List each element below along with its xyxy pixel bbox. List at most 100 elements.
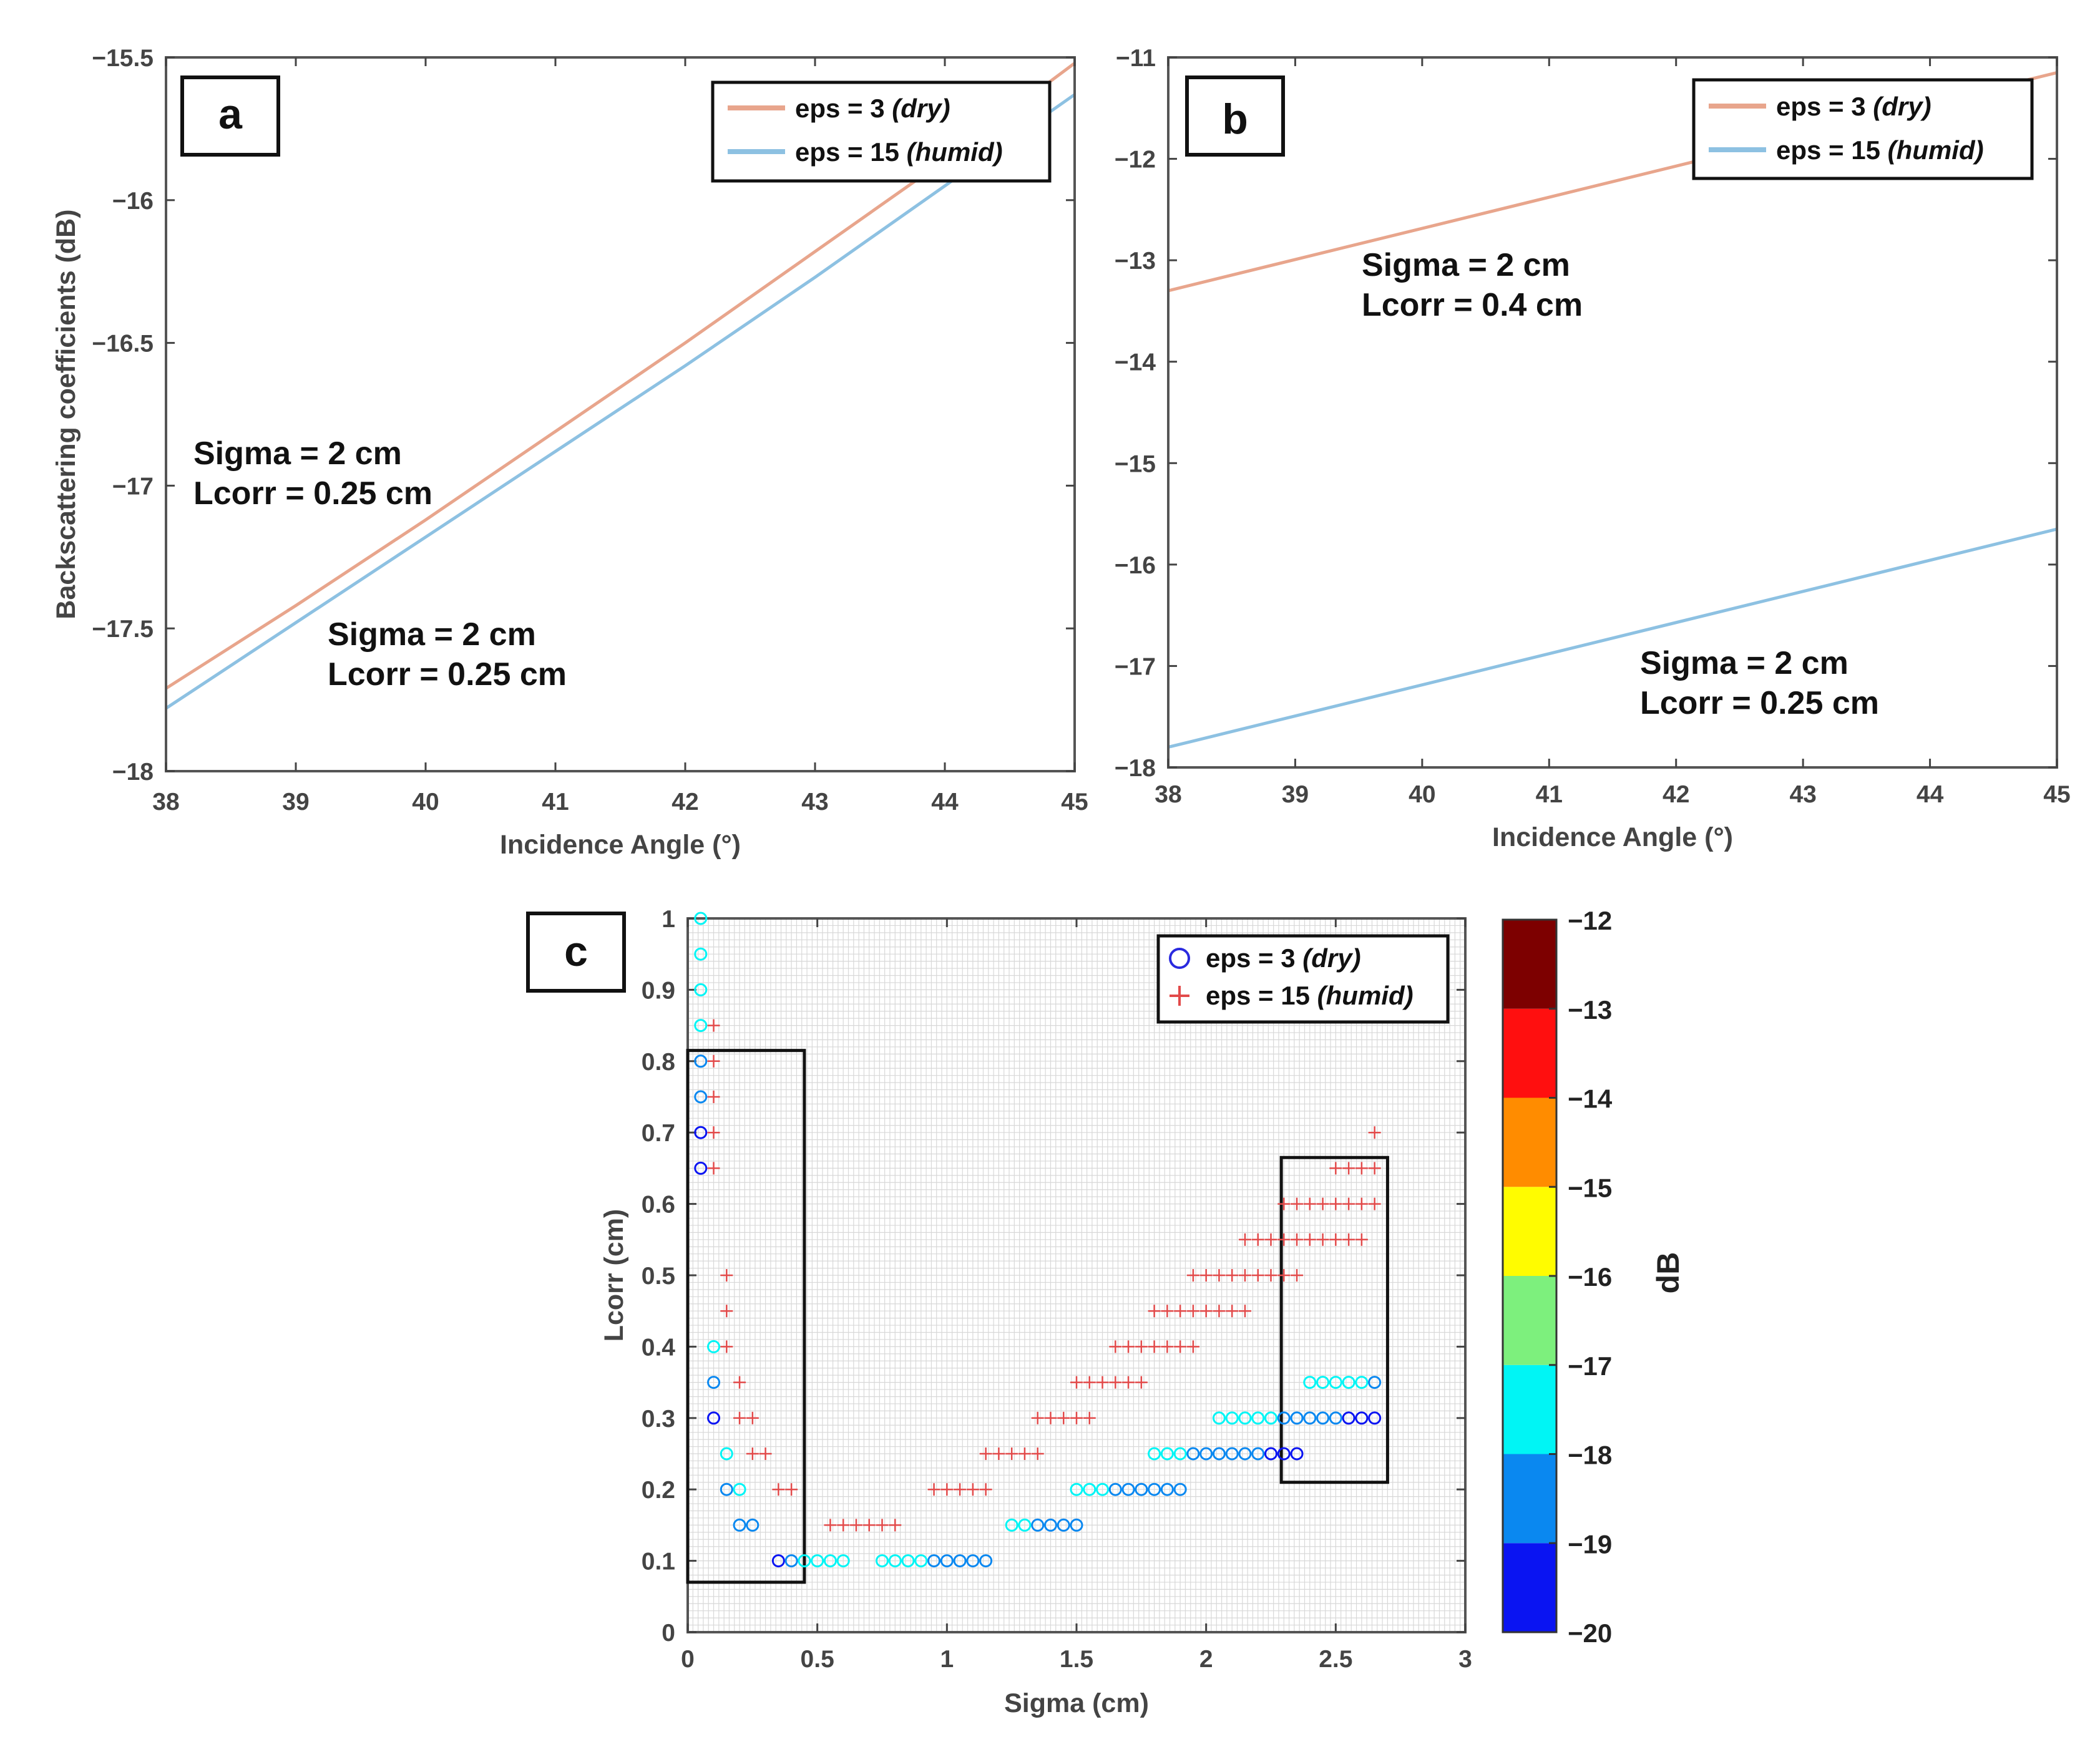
humid-point <box>1005 1448 1018 1460</box>
x-tick-label: 2 <box>1199 1646 1213 1673</box>
humid-point <box>1083 1411 1096 1424</box>
dry-point <box>771 1554 785 1568</box>
x-tick-label: 3 <box>1458 1646 1472 1673</box>
dry-point <box>811 1554 824 1568</box>
humid-point <box>1368 1126 1381 1139</box>
dry-point <box>720 1482 733 1496</box>
dry-point <box>798 1554 811 1568</box>
dry-point <box>1199 1447 1213 1461</box>
panel-b-x-axis-label: Incidence Angle (°) <box>1492 822 1733 852</box>
dry-point <box>1083 1482 1096 1496</box>
humid-point <box>1186 1269 1199 1282</box>
panel-c-legend: eps = 3 (dry) eps = 15 (humid) <box>1156 934 1450 1024</box>
panel-b-legend-box <box>1692 78 2034 180</box>
dry-point <box>1342 1376 1355 1389</box>
humid-point <box>1355 1197 1368 1210</box>
panel-c-colorbar <box>1503 920 1556 1632</box>
dry-point <box>1070 1482 1083 1496</box>
humid-point <box>1291 1269 1304 1282</box>
panel-b-series-humid-line <box>1168 527 2057 749</box>
humid-point <box>1291 1197 1304 1210</box>
humid-point <box>1355 1233 1368 1246</box>
humid-point <box>1226 1269 1239 1282</box>
dry-point <box>694 947 708 961</box>
humid-point <box>1031 1448 1044 1460</box>
dry-point <box>707 1376 721 1389</box>
dry-point <box>694 1161 708 1175</box>
panel-a-x-axis-label: Incidence Angle (°) <box>500 830 741 860</box>
humid-point <box>1031 1411 1044 1424</box>
humid-point <box>992 1448 1005 1460</box>
highlight-box-1 <box>686 1049 806 1584</box>
dry-point <box>876 1554 889 1568</box>
dry-point <box>733 1518 746 1532</box>
x-tick-label: 45 <box>2043 781 2070 808</box>
humid-point <box>1329 1197 1342 1210</box>
dry-point <box>1043 1518 1057 1532</box>
humid-point <box>1122 1340 1135 1353</box>
colorbar-tick-label: −12 <box>1568 906 1612 935</box>
panel-b-label: b <box>1222 95 1248 143</box>
colorbar-tick-label: −15 <box>1568 1173 1612 1202</box>
dry-point <box>1368 1376 1382 1389</box>
dry-point <box>888 1554 902 1568</box>
humid-point <box>733 1411 746 1424</box>
panel-a-annotation-1-line-1: Sigma = 2 cm <box>193 435 402 472</box>
panel-a-legend-humid: eps = 15 (humid) <box>795 137 1003 167</box>
panel-b-annotation-2-line-2: Lcorr = 0.25 cm <box>1640 685 1879 721</box>
dry-point <box>707 1340 721 1353</box>
y-tick-label: −15 <box>1115 450 1156 477</box>
dry-point <box>694 983 708 996</box>
panel-a-annotation-2-line-2: Lcorr = 0.25 cm <box>328 656 567 693</box>
humid-point <box>1109 1340 1122 1353</box>
humid-point <box>1277 1233 1291 1246</box>
panel-a-y-ticks: −15.5 −16 −16.5 −17 −17.5 −18 <box>92 45 1075 786</box>
colorbar-band <box>1503 1543 1556 1632</box>
dry-point <box>1135 1482 1148 1496</box>
colorbar-tick-label: −14 <box>1568 1084 1613 1114</box>
panel-b-annotation-2-line-1: Sigma = 2 cm <box>1640 645 1848 681</box>
dry-point <box>1212 1447 1226 1461</box>
panel-b-x-ticks: 38 39 40 41 42 43 44 45 <box>1155 57 2071 808</box>
dry-point <box>1303 1411 1317 1425</box>
y-tick-label: 0.3 <box>642 1406 675 1433</box>
humid-point <box>1199 1305 1213 1318</box>
humid-point <box>720 1305 733 1318</box>
humid-point <box>720 1340 733 1353</box>
y-tick-label: 0.8 <box>642 1049 675 1076</box>
humid-point <box>746 1448 759 1460</box>
x-tick-label: 41 <box>542 789 569 815</box>
y-tick-label: −18 <box>112 759 154 786</box>
panel-a-x-ticks: 38 39 40 41 42 43 44 45 <box>152 57 1088 815</box>
humid-point <box>1342 1233 1355 1246</box>
humid-point <box>1161 1305 1174 1318</box>
dry-point <box>1329 1376 1342 1389</box>
humid-point <box>707 1162 720 1175</box>
humid-point <box>707 1019 720 1032</box>
dry-point <box>1070 1518 1083 1532</box>
humid-point <box>1174 1305 1187 1318</box>
dry-point <box>1368 1411 1382 1425</box>
highlight-box-2 <box>1279 1156 1389 1484</box>
x-tick-label: 1 <box>940 1646 954 1673</box>
humid-point <box>966 1483 979 1496</box>
dry-point <box>1057 1518 1070 1532</box>
x-tick-label: 39 <box>1282 781 1309 808</box>
humid-point <box>1044 1411 1057 1424</box>
dry-point <box>694 1054 708 1068</box>
humid-point <box>1174 1340 1187 1353</box>
humid-point <box>1277 1197 1291 1210</box>
humid-point <box>746 1411 759 1424</box>
dry-point <box>1031 1518 1045 1532</box>
y-tick-label: 0.7 <box>642 1120 675 1147</box>
dry-point <box>1329 1411 1342 1425</box>
humid-point <box>759 1448 772 1460</box>
y-tick-label: 1 <box>662 906 675 933</box>
dry-point <box>1342 1411 1355 1425</box>
humid-point <box>1148 1305 1161 1318</box>
x-tick-label: 42 <box>1663 781 1689 808</box>
y-tick-label: 0.9 <box>642 977 675 1004</box>
dry-point <box>1018 1518 1032 1532</box>
humid-point <box>849 1519 862 1532</box>
dry-point <box>1355 1411 1369 1425</box>
